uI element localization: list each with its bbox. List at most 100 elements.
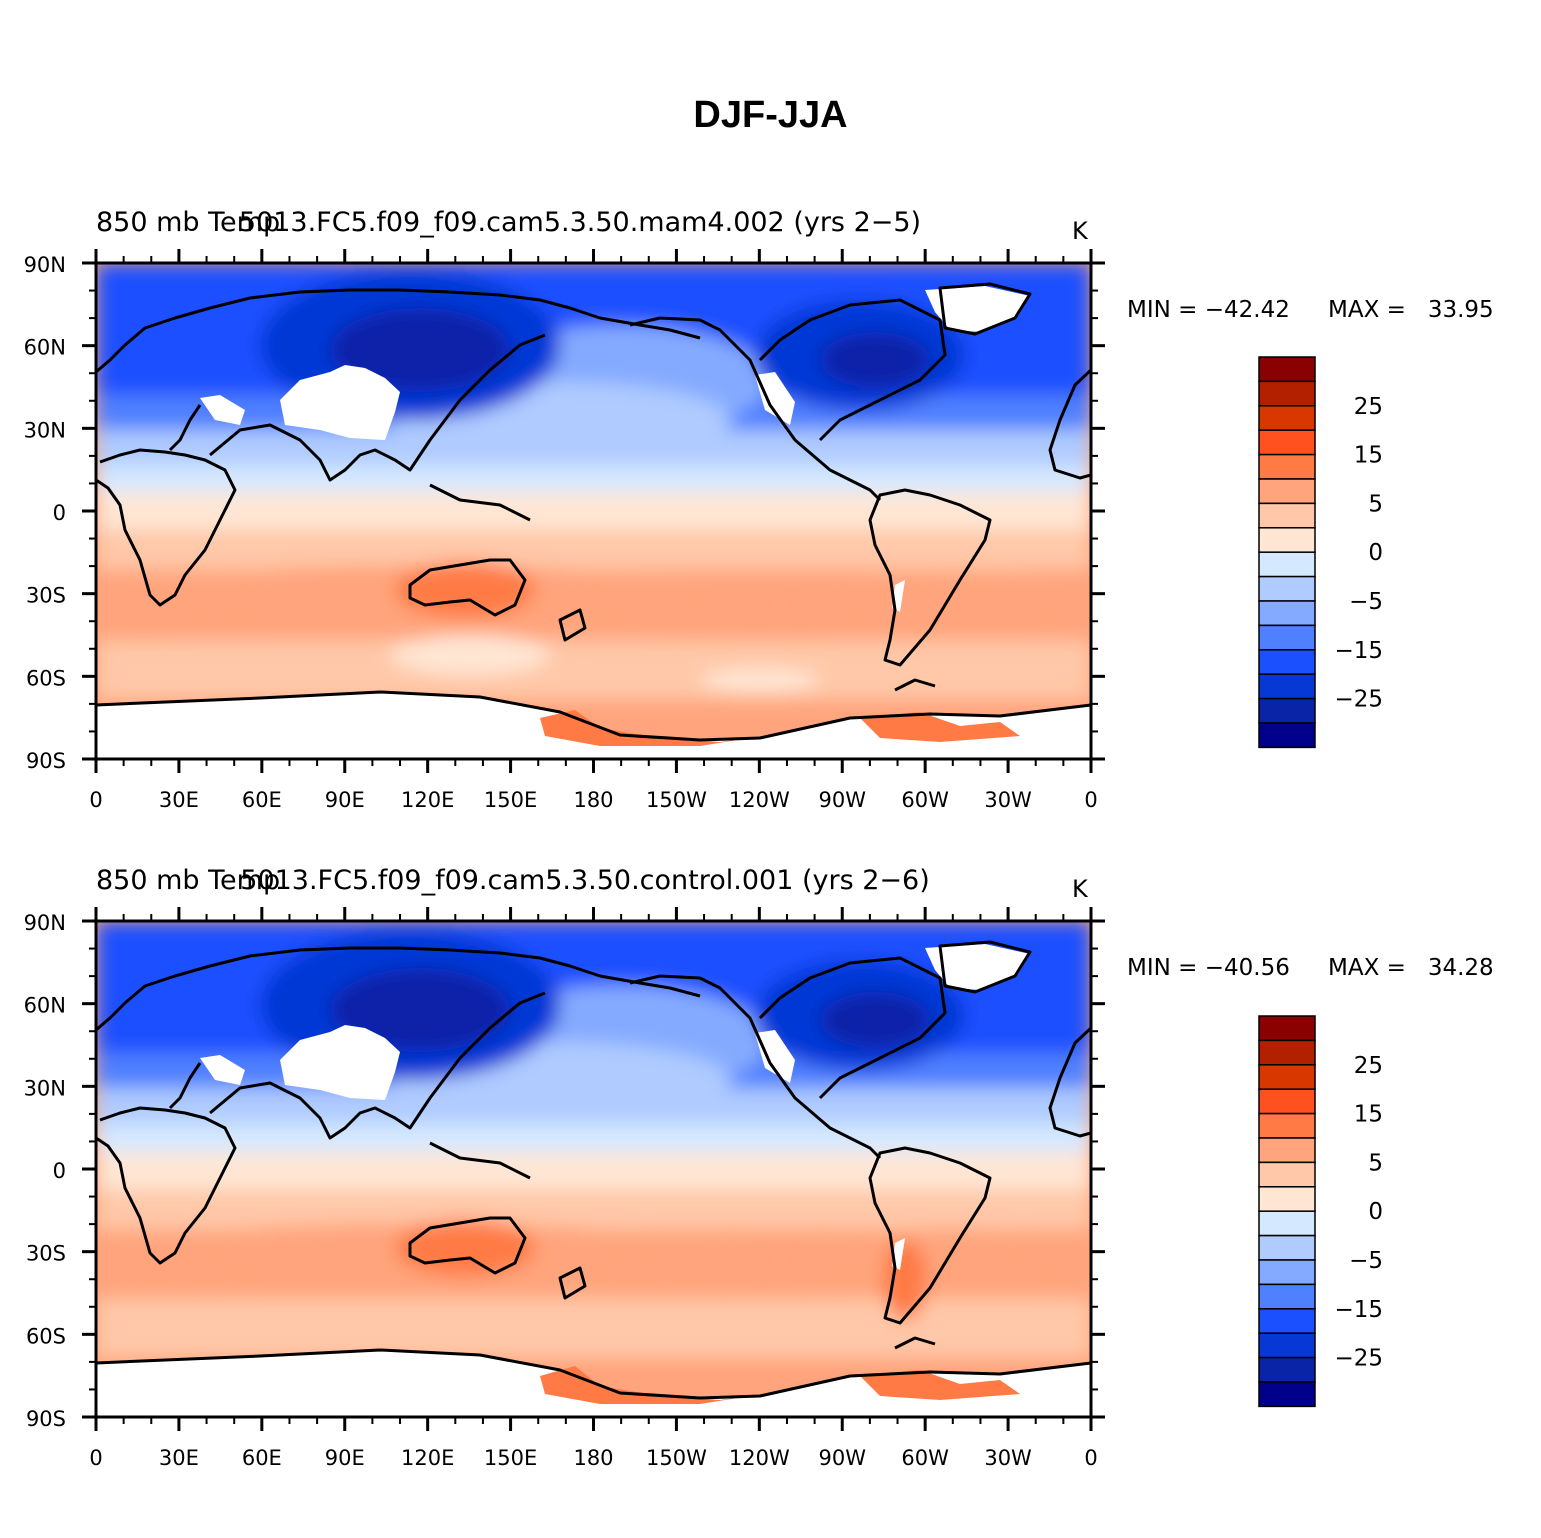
map-axes: 90N 60N 30N 0 30S 60S 90S 0 30E 60E 90E 120E 150E 180… xyxy=(24,249,1105,812)
colorbar-swatch xyxy=(1258,478,1316,505)
colorbar-label: 15 xyxy=(1354,1102,1383,1128)
colorbar-swatch xyxy=(1258,575,1316,602)
colorbar-swatch xyxy=(1258,697,1316,724)
colorbar-swatch xyxy=(1258,1283,1316,1310)
colorbar-label: 25 xyxy=(1354,1053,1383,1079)
lon-tick-label: 120E xyxy=(401,788,454,812)
min-value-text: MIN = −40.56 xyxy=(1127,955,1290,981)
colorbar-swatch xyxy=(1258,1186,1316,1212)
colorbar-swatch xyxy=(1258,1137,1316,1164)
colorbar-swatch xyxy=(1258,453,1316,480)
colorbar-label: −25 xyxy=(1334,1346,1383,1372)
colorbar-swatch xyxy=(1258,624,1316,651)
colorbar-swatch xyxy=(1258,1039,1316,1066)
lat-tick-label: 30S xyxy=(26,1242,66,1266)
colorbar-swatch xyxy=(1258,1259,1316,1286)
lat-tick-label: 90S xyxy=(26,1407,66,1431)
lon-tick-label: 90E xyxy=(325,788,365,812)
lon-tick-label: 30W xyxy=(984,788,1032,812)
colorbar-swatch xyxy=(1258,1356,1316,1383)
colorbar: 25 15 5 0 −5 −15 −25 xyxy=(1258,356,1383,749)
colorbar-swatch xyxy=(1258,673,1316,700)
lat-tick-label: 90N xyxy=(24,253,66,277)
colorbar-label: −5 xyxy=(1349,1248,1383,1274)
panel-left-label: 850 mb Temp xyxy=(96,207,280,238)
colorbar-swatch xyxy=(1258,551,1316,578)
colorbar-swatch xyxy=(1258,649,1316,675)
colorbar-label: 0 xyxy=(1368,1199,1383,1225)
colorbar-swatch xyxy=(1258,1161,1316,1188)
lon-tick-label: 120W xyxy=(729,1446,790,1470)
colorbar-swatch xyxy=(1258,1308,1316,1334)
lat-tick-label: 60S xyxy=(26,666,66,690)
colorbar-label: −5 xyxy=(1349,589,1383,615)
lon-tick-label: 30E xyxy=(159,788,199,812)
lon-tick-label: 0 xyxy=(1084,1446,1097,1470)
colorbar-swatch xyxy=(1258,722,1316,749)
lon-tick-label: 150E xyxy=(484,1446,537,1470)
colorbar-label: −15 xyxy=(1334,638,1383,664)
coastlines xyxy=(96,282,1091,742)
lon-tick-label: 60W xyxy=(901,1446,949,1470)
lat-tick-label: 30N xyxy=(24,1076,66,1100)
lon-tick-label: 60E xyxy=(242,788,282,812)
lon-tick-label: 150E xyxy=(484,788,537,812)
temperature-field xyxy=(96,921,1091,1417)
lat-tick-label: 60S xyxy=(26,1324,66,1348)
colorbar-swatch xyxy=(1258,1015,1316,1042)
panel-units-label: K xyxy=(1072,875,1089,903)
lat-tick-label: 0 xyxy=(53,501,66,525)
lon-tick-label: 150W xyxy=(646,1446,707,1470)
figure-title: DJF-JJA xyxy=(693,94,848,136)
lon-tick-label: 60W xyxy=(901,788,949,812)
lon-tick-label: 180 xyxy=(573,1446,613,1470)
colorbar-swatch xyxy=(1258,1210,1316,1237)
lon-tick-label: 120E xyxy=(401,1446,454,1470)
colorbar-swatch xyxy=(1258,1234,1316,1261)
map-panel-2: 850 mb Temp 5013.FC5.f09_f09.cam5.3.50.c… xyxy=(24,865,1494,1470)
map-axes: 90N 60N 30N 0 30S 60S 90S 0 30E 60E 90E 120E 150E 180… xyxy=(24,907,1105,1470)
panel-center-label: 5013.FC5.f09_f09.cam5.3.50.control.001 (… xyxy=(240,865,929,896)
colorbar-label: 0 xyxy=(1368,540,1383,566)
colorbar-swatch xyxy=(1258,356,1316,383)
colorbar-swatch xyxy=(1258,1064,1316,1090)
lon-tick-label: 0 xyxy=(1084,788,1097,812)
lat-tick-label: 90N xyxy=(24,911,66,935)
coastlines xyxy=(96,940,1091,1400)
temperature-field xyxy=(96,263,1091,759)
lat-tick-label: 0 xyxy=(53,1159,66,1183)
colorbar-label: −15 xyxy=(1334,1297,1383,1323)
colorbar-label: 15 xyxy=(1354,443,1383,469)
colorbar-swatch xyxy=(1258,1088,1316,1115)
colorbar: 25 15 5 0 −5 −15 −25 xyxy=(1258,1015,1383,1408)
lon-tick-label: 90W xyxy=(819,1446,867,1470)
max-value-text: MAX = 33.95 xyxy=(1328,297,1494,323)
lon-tick-label: 120W xyxy=(729,788,790,812)
colorbar-swatch xyxy=(1258,1332,1316,1359)
colorbar-swatch xyxy=(1258,405,1316,431)
colorbar-swatch xyxy=(1258,527,1316,553)
panel-units-label: K xyxy=(1072,217,1089,245)
map-panel-1: 850 mb Temp 5013.FC5.f09_f09.cam5.3.50.m… xyxy=(24,207,1494,812)
lon-tick-label: 30W xyxy=(984,1446,1032,1470)
colorbar-swatch xyxy=(1258,380,1316,407)
panel-left-label: 850 mb Temp xyxy=(96,865,280,896)
lon-tick-label: 0 xyxy=(89,788,102,812)
colorbar-swatch xyxy=(1258,600,1316,627)
colorbar-label: 5 xyxy=(1368,1150,1383,1176)
lat-tick-label: 30S xyxy=(26,584,66,608)
colorbar-swatch xyxy=(1258,429,1316,456)
lon-tick-label: 0 xyxy=(89,1446,102,1470)
colorbar-swatch xyxy=(1258,1112,1316,1139)
lon-tick-label: 90E xyxy=(325,1446,365,1470)
colorbar-label: −25 xyxy=(1334,687,1383,713)
panel-center-label: 5013.FC5.f09_f09.cam5.3.50.mam4.002 (yrs… xyxy=(239,207,921,238)
lon-tick-label: 150W xyxy=(646,788,707,812)
min-value-text: MIN = −42.42 xyxy=(1127,297,1290,323)
colorbar-swatch xyxy=(1258,502,1316,529)
lon-tick-label: 60E xyxy=(242,1446,282,1470)
lat-tick-label: 90S xyxy=(26,749,66,773)
lat-tick-label: 30N xyxy=(24,418,66,442)
lat-tick-label: 60N xyxy=(24,336,66,360)
lon-tick-label: 180 xyxy=(573,788,613,812)
